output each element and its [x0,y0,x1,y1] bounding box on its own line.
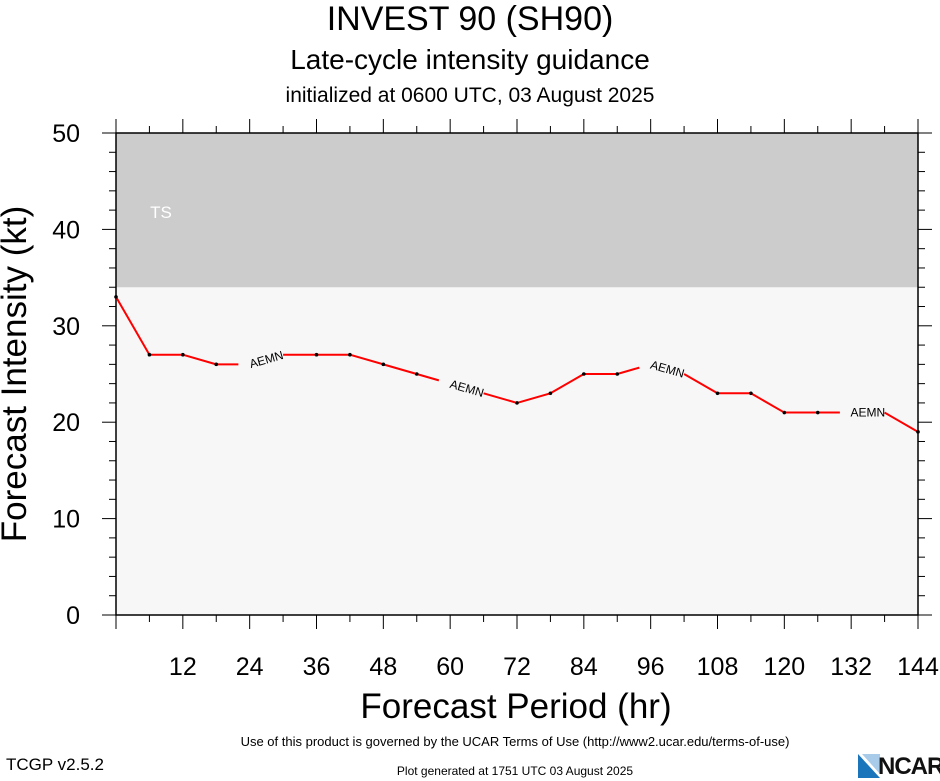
data-point [314,352,319,357]
logo-text: NCAR [878,753,940,780]
x-tick-label: 24 [236,653,264,681]
series-segment [416,373,440,382]
data-point [114,295,118,299]
ncar-mark-icon [858,754,880,778]
data-point [582,372,586,376]
data-point [214,362,219,367]
generation-time: Plot generated at 1751 UTC 03 August 202… [396,764,634,778]
data-point [348,352,352,357]
series-segment [115,296,151,356]
data-point [381,362,386,367]
series-segment [616,366,640,375]
init-time: initialized at 0600 UTC, 03 August 2025 [285,84,655,107]
intensity-band-ts [116,133,918,288]
chart-title: INVEST 90 (SH90) [326,0,614,38]
x-tick-label: 120 [763,653,805,681]
series-segment [349,353,384,366]
series-segment [182,353,217,366]
data-point [715,391,720,396]
series-segment [516,392,551,404]
x-tick-label: 48 [369,653,397,681]
y-tick-label: 40 [52,216,80,244]
plot-frame [115,132,919,616]
data-point [548,391,553,396]
y-tick-label: 50 [52,120,80,148]
chart-subtitle: Late-cycle intensity guidance [290,44,650,75]
y-tick-label: 10 [52,506,80,534]
series-line-label: AEMN [851,406,886,420]
x-tick-label: 144 [897,653,939,681]
x-tick-label: 36 [303,653,331,681]
data-point [181,352,185,357]
series-segment [884,411,919,433]
data-point [515,401,519,405]
x-tick-label: 132 [830,653,872,681]
series-segment [549,373,585,395]
x-axis-label: Forecast Period (hr) [360,687,671,726]
data-point [147,352,152,357]
y-axis-label: Forecast Intensity (kt) [0,206,34,542]
data-point [782,410,787,415]
y-tick-label: 20 [52,409,80,437]
x-tick-label: 96 [637,653,665,681]
x-tick-label: 60 [436,653,464,681]
band-label: TS [150,203,172,222]
data-point [615,372,620,376]
y-tick-label: 0 [66,602,80,630]
software-version: TCGP v2.5.2 [6,755,104,774]
series-segment [683,373,718,395]
terms-of-use[interactable]: Use of this product is governed by the U… [240,734,790,749]
series-segment [750,392,785,414]
x-tick-label: 12 [169,653,197,681]
series-segment [383,363,418,375]
data-point [916,430,920,434]
data-point [815,410,820,415]
x-tick-label: 108 [697,653,739,681]
data-point [749,391,753,396]
data-point [414,372,419,376]
ncar-logo: NCAR [856,752,940,780]
y-tick-label: 30 [52,313,80,341]
series-segment [483,392,518,404]
x-tick-label: 84 [570,653,598,681]
x-tick-label: 72 [503,653,531,681]
